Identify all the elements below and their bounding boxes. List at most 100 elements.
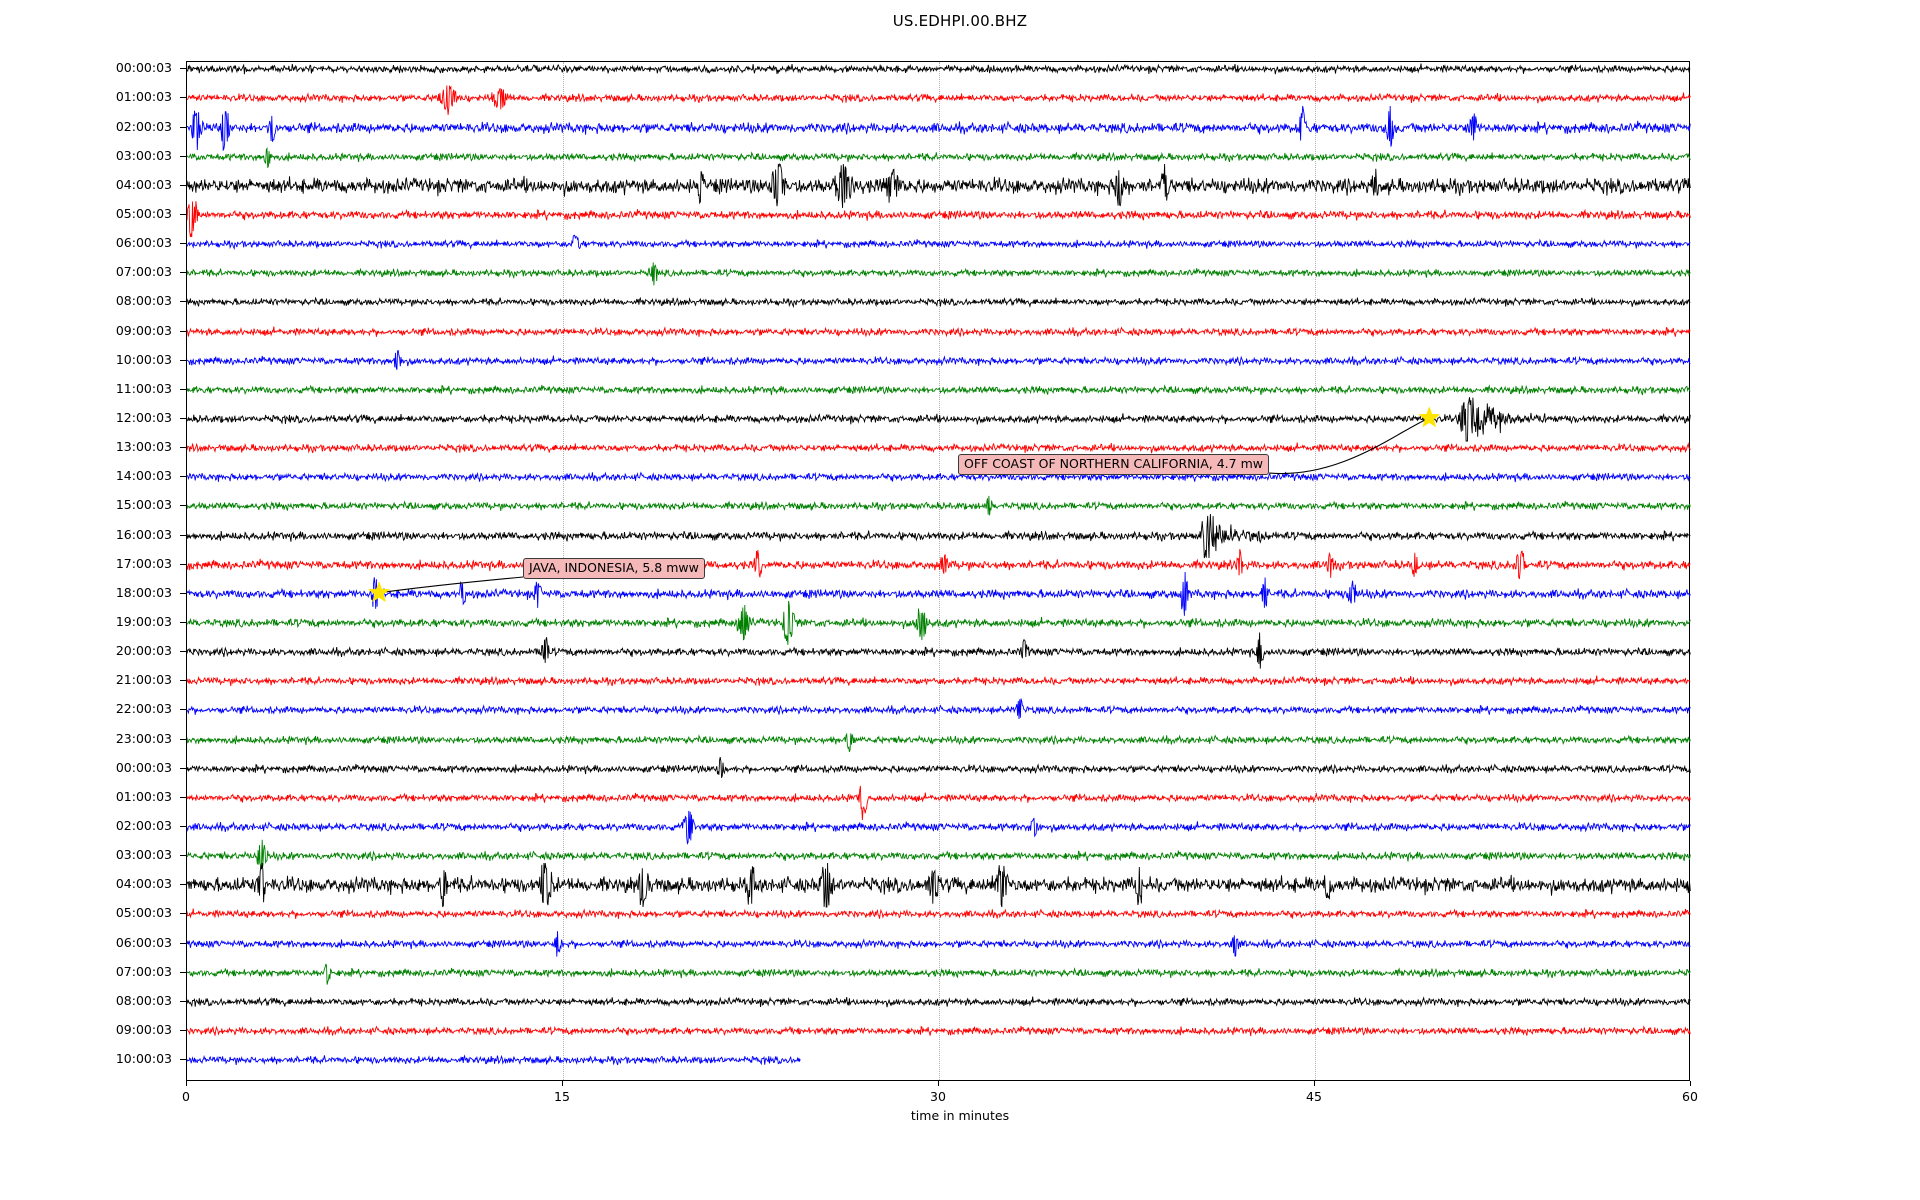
y-axis-tick-mark — [180, 825, 186, 827]
trace-row — [187, 921, 1691, 967]
y-axis-tick-label: 23:00:03 — [115, 730, 172, 746]
y-axis-tick-mark — [180, 388, 186, 390]
y-axis-tick-mark — [180, 767, 186, 769]
trace-rows — [187, 62, 1691, 1083]
trace-row — [187, 600, 1691, 646]
trace-row — [187, 162, 1691, 209]
trace-row — [187, 1037, 1691, 1083]
y-axis-tick-label: 15:00:03 — [115, 497, 172, 513]
trace-row — [187, 1008, 1691, 1054]
event-annotation-label[interactable]: OFF COAST OF NORTHERN CALIFORNIA, 4.7 mw — [958, 454, 1269, 475]
trace-row — [187, 804, 1691, 850]
y-axis-tick-mark — [180, 971, 186, 973]
trace-row — [187, 513, 1691, 559]
page-title: US.EDHPI.00.BHZ — [892, 12, 1028, 30]
helicorder-plot-area[interactable] — [186, 61, 1691, 1083]
y-axis-tick-label: 06:00:03 — [115, 235, 172, 251]
trace-row — [187, 746, 1691, 792]
y-axis-tick-mark — [180, 476, 186, 478]
trace-row — [187, 483, 1691, 529]
y-axis-tick-mark — [180, 97, 186, 99]
trace-row — [187, 687, 1691, 733]
y-axis-tick-mark — [180, 1059, 186, 1061]
y-axis-tick-mark — [180, 796, 186, 798]
x-axis-title: time in minutes — [910, 1108, 1010, 1123]
y-axis-tick-mark — [180, 505, 186, 507]
y-axis-tick-mark — [180, 855, 186, 857]
y-axis-tick-label: 04:00:03 — [115, 876, 172, 892]
y-axis-tick-mark — [180, 709, 186, 711]
y-axis-tick-mark — [180, 447, 186, 449]
y-axis-tick-label: 03:00:03 — [115, 847, 172, 863]
y-axis-tick-label: 20:00:03 — [115, 643, 172, 659]
y-axis-tick-label: 13:00:03 — [115, 439, 172, 455]
trace-row — [187, 833, 1691, 879]
trace-row — [187, 309, 1691, 355]
x-axis-tick-mark — [938, 1081, 939, 1086]
y-axis-tick-label: 01:00:03 — [115, 788, 172, 804]
trace-row — [187, 775, 1691, 821]
y-axis-tick-mark — [180, 680, 186, 682]
trace-row — [187, 367, 1691, 413]
y-axis-tick-label: 09:00:03 — [115, 322, 172, 338]
trace-row — [187, 105, 1691, 151]
y-axis-tick-label: 22:00:03 — [115, 701, 172, 717]
y-axis-tick-label: 10:00:03 — [115, 1051, 172, 1067]
trace-row — [187, 221, 1691, 267]
y-axis-tick-label: 02:00:03 — [115, 817, 172, 833]
y-axis-tick-label: 14:00:03 — [115, 468, 172, 484]
trace-row — [187, 454, 1691, 500]
y-axis-tick-label: 06:00:03 — [115, 934, 172, 950]
trace-row — [187, 338, 1691, 384]
y-axis-tick-label: 07:00:03 — [115, 264, 172, 280]
y-axis-tick-mark — [180, 563, 186, 565]
y-axis-tick-label: 08:00:03 — [115, 293, 172, 309]
trace-row — [187, 75, 1691, 121]
y-axis-tick-mark — [180, 155, 186, 157]
trace-row — [187, 250, 1691, 296]
y-axis-tick-label: 09:00:03 — [115, 1021, 172, 1037]
y-axis-tick-mark — [180, 1000, 186, 1002]
y-axis-tick-label: 17:00:03 — [115, 555, 172, 571]
x-axis-tick-label: 15 — [554, 1089, 570, 1104]
trace-row — [187, 950, 1691, 996]
y-axis-tick-label: 02:00:03 — [115, 118, 172, 134]
y-axis-tick-mark — [180, 534, 186, 536]
trace-row — [187, 891, 1691, 937]
y-axis-tick-label: 08:00:03 — [115, 992, 172, 1008]
trace-row — [187, 425, 1691, 471]
y-axis-tick-mark — [180, 738, 186, 740]
x-axis-tick-label: 60 — [1682, 1089, 1698, 1104]
x-axis-tick-mark — [186, 1081, 187, 1086]
trace-row — [187, 658, 1691, 704]
y-axis-tick-mark — [180, 592, 186, 594]
y-axis-tick-label: 04:00:03 — [115, 176, 172, 192]
x-axis-tick-mark — [562, 1081, 563, 1086]
y-axis-tick-mark — [180, 884, 186, 886]
trace-row — [187, 279, 1691, 325]
event-annotation-label[interactable]: JAVA, INDONESIA, 5.8 mww — [523, 558, 705, 579]
y-axis-tick-mark — [180, 359, 186, 361]
trace-row — [187, 979, 1691, 1025]
y-axis-tick-mark — [180, 621, 186, 623]
y-axis-tick-mark — [180, 213, 186, 215]
y-axis-tick-mark — [180, 651, 186, 653]
trace-row — [187, 46, 1691, 92]
y-axis-tick-mark — [180, 913, 186, 915]
trace-row — [187, 629, 1691, 675]
x-axis-tick-label: 45 — [1306, 1089, 1322, 1104]
y-axis-tick-label: 10:00:03 — [115, 351, 172, 367]
y-axis-tick-label: 05:00:03 — [115, 205, 172, 221]
y-axis-tick-mark — [180, 942, 186, 944]
trace-row — [187, 134, 1691, 180]
y-axis-tick-label: 19:00:03 — [115, 613, 172, 629]
y-axis-tick-label: 00:00:03 — [115, 60, 172, 76]
y-axis-tick-mark — [180, 330, 186, 332]
y-axis-tick-label: 12:00:03 — [115, 409, 172, 425]
y-axis-tick-mark — [180, 272, 186, 274]
y-axis-tick-label: 18:00:03 — [115, 584, 172, 600]
y-axis-tick-label: 00:00:03 — [115, 759, 172, 775]
y-axis-tick-mark — [180, 1029, 186, 1031]
y-axis-tick-label: 01:00:03 — [115, 89, 172, 105]
